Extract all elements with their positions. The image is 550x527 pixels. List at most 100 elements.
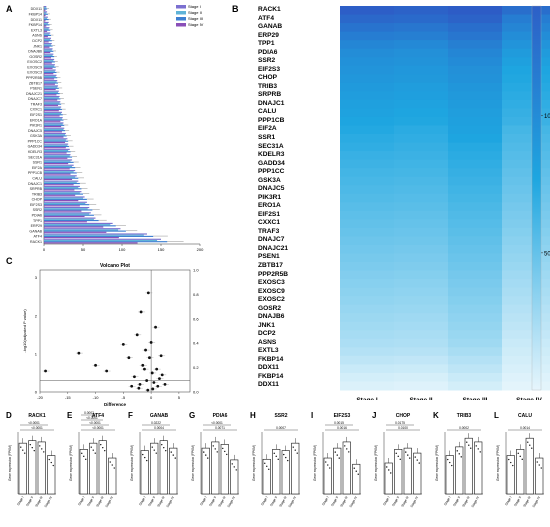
panel-a-bar	[44, 118, 62, 120]
panel-a-bar	[44, 128, 64, 130]
panel-a-bar	[44, 60, 54, 62]
panel-c-frame	[39, 269, 191, 393]
small-panel-x-tick-label: Stage IV	[288, 495, 298, 508]
panel-a-bar	[44, 81, 57, 83]
heatmap-cell	[448, 116, 503, 126]
panel-a-bar	[44, 175, 77, 177]
panel-a-bar-chart: DDX11FKBP14DDX11FKBP14EXTL3ASNSDCP2JNK1D…	[26, 4, 204, 252]
panel-a-bar	[44, 194, 76, 196]
panel-a-bar	[44, 171, 74, 173]
panel-a-bar	[44, 222, 113, 224]
panel-a-bar	[44, 221, 87, 223]
panel-c-y-tick-label: 1	[35, 351, 38, 356]
panel-a-bar	[44, 212, 91, 214]
panel-c-point	[144, 348, 147, 352]
heatmap-row-label: GSK3A	[258, 176, 281, 184]
heatmap-cell	[394, 347, 449, 357]
small-panel-point	[233, 466, 235, 468]
panel-a-gene-label: JNK1	[33, 44, 42, 48]
heatmap-cell	[394, 125, 449, 135]
heatmap-cell	[340, 321, 395, 331]
panel-c-right-tick-label: 0.8	[193, 292, 199, 297]
panel-a-gene-label: EIF2S3	[30, 203, 42, 207]
heatmap-cell	[340, 364, 395, 374]
panel-a-bar	[44, 48, 53, 50]
panel-a-bar	[44, 28, 49, 30]
panel-a-bar	[44, 108, 62, 111]
heatmap-cell	[394, 296, 449, 306]
small-panel-x-tick-label: Stage III	[34, 495, 43, 507]
heatmap-cell	[340, 193, 395, 203]
heatmap-cell	[502, 313, 550, 323]
heatmap-row-label: ASNS	[258, 338, 277, 346]
panel-a-bar	[44, 6, 47, 8]
panel-a-bar	[44, 115, 60, 117]
heatmap-cell	[502, 193, 550, 203]
small-panel-point	[29, 443, 31, 446]
panel-a-bar	[44, 206, 90, 209]
heatmap-cell	[394, 74, 449, 84]
small-panel-x-tick-label: Stage III	[217, 495, 226, 507]
panel-a-bar	[44, 226, 104, 228]
panel-c-point	[138, 382, 142, 386]
panel-a-gene-label: PDIA6	[32, 213, 42, 217]
heatmap-row-label: DNAJC7	[258, 236, 285, 244]
small-panel-bar	[474, 441, 483, 495]
small-panel-point	[531, 447, 533, 449]
heatmap-cell	[394, 23, 449, 33]
panel-a-bar	[44, 169, 76, 172]
small-panel-p-value: 0.0222	[151, 421, 161, 425]
small-panel-letter: L	[494, 411, 499, 420]
panel-a-bar	[44, 125, 62, 128]
heatmap-cell	[502, 99, 550, 109]
heatmap-cell	[448, 270, 503, 280]
small-panel-x-tick-label: Stage IV	[349, 495, 359, 508]
heatmap-cell	[394, 159, 449, 169]
small-panel-bar	[98, 440, 107, 495]
panel-a-bar	[44, 51, 51, 54]
heatmap-row-label: GANAB	[258, 23, 283, 31]
heatmap-row-label: TPP1	[258, 40, 275, 48]
panel-a-gene-label: DNAJC5	[28, 129, 42, 133]
small-panel-point	[170, 451, 172, 453]
panel-a-bar	[44, 209, 93, 211]
small-panel-point	[142, 453, 144, 456]
small-panel-point	[399, 458, 401, 461]
heatmap-cell	[394, 99, 449, 109]
panel-a-bar	[44, 17, 48, 19]
panel-a-bar	[44, 152, 67, 154]
panel-a-bar	[44, 8, 48, 10]
heatmap-row-label: ZBTB17	[258, 262, 283, 269]
small-panel-point	[41, 448, 43, 450]
small-panel-point	[203, 451, 205, 453]
heatmap-row-label: FKBP14	[258, 355, 284, 363]
panel-c-point	[159, 354, 163, 358]
panel-c-point	[127, 356, 131, 360]
panel-a-bar	[44, 135, 67, 137]
small-panel-point	[451, 464, 453, 467]
small-panel-x-tick-label: Stage II	[330, 495, 339, 507]
heatmap-row-label: SSR1	[258, 134, 276, 141]
small-panel-bar	[291, 442, 300, 495]
small-panel-point	[512, 464, 514, 467]
panel-a-gene-label: DNAJC21	[26, 92, 42, 96]
small-panel-x-tick-label: Stage IV	[166, 495, 176, 508]
panel-c-x-tick-label: -15	[65, 395, 72, 400]
panel-a-bar	[44, 218, 94, 220]
heatmap-cell	[340, 381, 395, 391]
small-panel-y-label: Gene expression (FPKM)	[435, 445, 439, 481]
panel-a-x-tick-label: 100	[119, 247, 126, 252]
heatmap-cell	[448, 193, 503, 203]
heatmap-cell	[394, 270, 449, 280]
panel-a-bar	[44, 14, 46, 17]
panel-a-bar	[44, 94, 57, 96]
small-panel-x-tick-label: Stage I	[382, 495, 391, 506]
heatmap-cell	[394, 65, 449, 75]
small-panel-title: EIF2S3	[334, 413, 351, 419]
panel-c-point	[158, 377, 161, 381]
heatmap-cell	[502, 168, 550, 178]
panel-b-letter: B	[232, 4, 239, 14]
small-panel-letter: D	[6, 411, 12, 420]
heatmap-cell	[448, 23, 503, 33]
heatmap-cell	[340, 48, 395, 58]
